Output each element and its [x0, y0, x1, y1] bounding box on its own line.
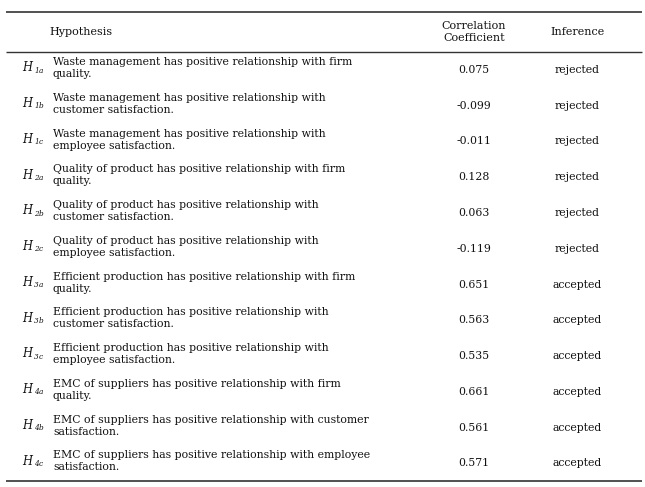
- Text: EMC of suppliers has positive relationship with employee
satisfaction.: EMC of suppliers has positive relationsh…: [53, 450, 370, 472]
- Text: c: c: [39, 460, 43, 468]
- Text: H: H: [23, 240, 33, 253]
- Text: rejected: rejected: [555, 65, 600, 75]
- Text: rejected: rejected: [555, 101, 600, 111]
- Text: EMC of suppliers has positive relationship with customer
satisfaction.: EMC of suppliers has positive relationsh…: [53, 415, 369, 437]
- Text: H: H: [23, 61, 33, 75]
- Text: Correlation
Coefficient: Correlation Coefficient: [442, 21, 506, 43]
- Text: b: b: [39, 424, 43, 432]
- Text: H: H: [23, 347, 33, 360]
- Text: Quality of product has positive relationship with firm
quality.: Quality of product has positive relation…: [53, 165, 345, 187]
- Text: Efficient production has positive relationship with firm
quality.: Efficient production has positive relati…: [53, 272, 355, 294]
- Text: Inference: Inference: [550, 27, 604, 37]
- Text: H: H: [23, 276, 33, 289]
- Text: 0.571: 0.571: [459, 458, 490, 468]
- Text: 0.075: 0.075: [459, 65, 490, 75]
- Text: Efficient production has positive relationship with
employee satisfaction.: Efficient production has positive relati…: [53, 343, 328, 365]
- Text: 1: 1: [34, 138, 39, 146]
- Text: Hypothesis: Hypothesis: [50, 27, 113, 37]
- Text: 4: 4: [34, 460, 39, 468]
- Text: H: H: [23, 133, 33, 146]
- Text: c: c: [39, 245, 43, 253]
- Text: 1: 1: [34, 67, 39, 75]
- Text: -0.011: -0.011: [457, 136, 491, 147]
- Text: a: a: [39, 67, 43, 75]
- Text: 0.651: 0.651: [459, 280, 490, 289]
- Text: 0.128: 0.128: [459, 172, 490, 182]
- Text: 4: 4: [34, 424, 39, 432]
- Text: H: H: [23, 312, 33, 325]
- Text: accepted: accepted: [553, 280, 602, 289]
- Text: H: H: [23, 455, 33, 468]
- Text: rejected: rejected: [555, 136, 600, 147]
- Text: Quality of product has positive relationship with
customer satisfaction.: Quality of product has positive relation…: [53, 200, 319, 222]
- Text: 0.561: 0.561: [459, 423, 490, 432]
- Text: accepted: accepted: [553, 458, 602, 468]
- Text: -0.099: -0.099: [457, 101, 491, 111]
- Text: Waste management has positive relationship with
employee satisfaction.: Waste management has positive relationsh…: [53, 129, 326, 150]
- Text: c: c: [39, 138, 43, 146]
- Text: 2: 2: [34, 174, 39, 182]
- Text: accepted: accepted: [553, 387, 602, 397]
- Text: 2: 2: [34, 210, 39, 218]
- Text: H: H: [23, 205, 33, 217]
- Text: accepted: accepted: [553, 351, 602, 361]
- Text: Quality of product has positive relationship with
employee satisfaction.: Quality of product has positive relation…: [53, 236, 319, 258]
- Text: H: H: [23, 169, 33, 182]
- Text: a: a: [39, 174, 43, 182]
- Text: rejected: rejected: [555, 208, 600, 218]
- Text: 3: 3: [34, 353, 39, 361]
- Text: H: H: [23, 419, 33, 432]
- Text: 4: 4: [34, 389, 39, 396]
- Text: accepted: accepted: [553, 315, 602, 325]
- Text: a: a: [39, 281, 43, 289]
- Text: b: b: [39, 210, 43, 218]
- Text: Waste management has positive relationship with
customer satisfaction.: Waste management has positive relationsh…: [53, 93, 326, 115]
- Text: Waste management has positive relationship with firm
quality.: Waste management has positive relationsh…: [53, 57, 352, 79]
- Text: 0.063: 0.063: [459, 208, 490, 218]
- Text: 0.535: 0.535: [459, 351, 490, 361]
- Text: rejected: rejected: [555, 172, 600, 182]
- Text: -0.119: -0.119: [457, 244, 491, 254]
- Text: 3: 3: [34, 281, 39, 289]
- Text: b: b: [39, 317, 43, 325]
- Text: 0.661: 0.661: [459, 387, 490, 397]
- Text: 3: 3: [34, 317, 39, 325]
- Text: 0.563: 0.563: [459, 315, 490, 325]
- Text: EMC of suppliers has positive relationship with firm
quality.: EMC of suppliers has positive relationsh…: [53, 379, 341, 401]
- Text: 1: 1: [34, 102, 39, 111]
- Text: 2: 2: [34, 245, 39, 253]
- Text: Efficient production has positive relationship with
customer satisfaction.: Efficient production has positive relati…: [53, 307, 328, 330]
- Text: rejected: rejected: [555, 244, 600, 254]
- Text: b: b: [39, 102, 43, 111]
- Text: a: a: [39, 389, 43, 396]
- Text: c: c: [39, 353, 43, 361]
- Text: H: H: [23, 97, 33, 110]
- Text: accepted: accepted: [553, 423, 602, 432]
- Text: H: H: [23, 383, 33, 396]
